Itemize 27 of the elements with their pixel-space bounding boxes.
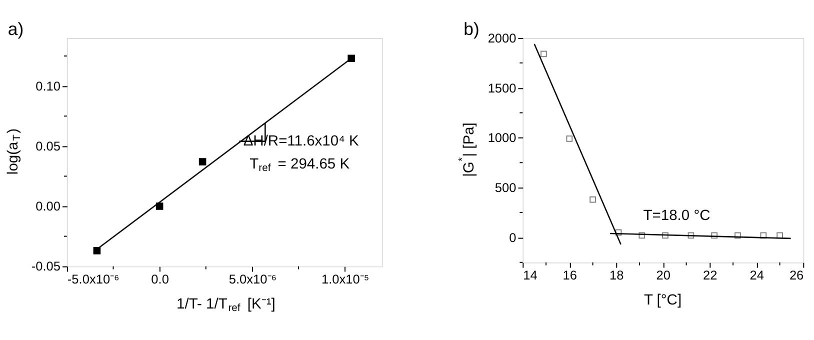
annotation: ΔH/R=11.6x10⁴ K bbox=[243, 134, 360, 150]
x-axis-title: T [°C] bbox=[644, 292, 682, 309]
y-tick-label: 1500 bbox=[488, 80, 516, 96]
x-tick-label: 18 bbox=[610, 268, 624, 283]
annotation: T=18.0 °C bbox=[643, 208, 711, 224]
x-tick-label: 20 bbox=[656, 268, 671, 283]
x-tick-label: 24 bbox=[750, 268, 764, 283]
y-tick-label: 0.00 bbox=[36, 198, 61, 214]
x-tick-label: 0.0 bbox=[151, 272, 169, 287]
chart-title: a) bbox=[8, 19, 24, 40]
y-axis-title: log(aT) bbox=[6, 128, 24, 175]
x-tick-label: 16 bbox=[562, 268, 578, 283]
y-tick-label: 0.05 bbox=[36, 138, 61, 154]
x-tick-label: 22 bbox=[703, 268, 718, 283]
x-tick-label: 5.0x10⁻⁶ bbox=[228, 272, 277, 287]
y-tick-label: 500 bbox=[494, 180, 516, 196]
y-tick-label: -0.05 bbox=[31, 258, 61, 274]
y-tick-label: 0.10 bbox=[36, 78, 61, 94]
y-axis-title: |G*| [Pa] bbox=[458, 122, 478, 177]
x-tick-label: -5.0x10⁻⁶ bbox=[67, 272, 120, 287]
x-tick-label: 14 bbox=[523, 268, 538, 283]
y-tick-label: 0 bbox=[509, 230, 516, 245]
x-tick-label: 26 bbox=[789, 268, 804, 283]
y-tick-label: 2000 bbox=[488, 30, 516, 46]
y-tick-label: 1000 bbox=[488, 130, 516, 146]
chart-title: b) bbox=[464, 19, 480, 40]
x-tick-label: 1.0x10⁻⁵ bbox=[321, 272, 370, 287]
